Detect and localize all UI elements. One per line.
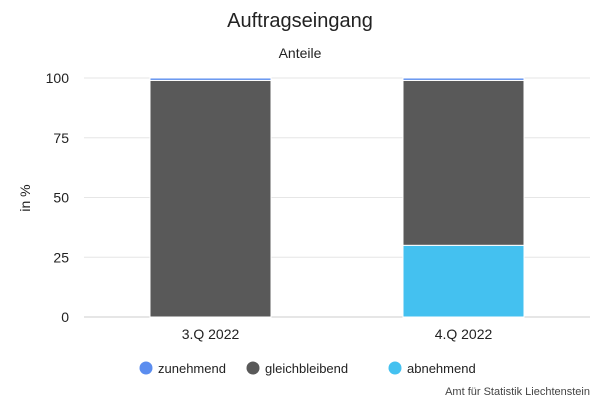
y-tick-label: 75 [53,130,69,146]
x-tick-label: 3.Q 2022 [182,326,240,342]
legend-label: gleichbleibend [265,361,348,376]
bars [149,77,525,318]
legend-label: zunehmend [158,361,226,376]
credit-text: Amt für Statistik Liechtenstein [445,386,590,398]
chart-subtitle: Anteile [279,45,322,61]
y-tick-label: 25 [53,249,69,265]
bar-abnehmend-2[interactable] [402,244,525,318]
bar-gleichbleibend-2[interactable] [402,79,525,246]
y-tick-label: 50 [53,190,69,206]
legend-marker [139,361,153,375]
x-tick-label: 4.Q 2022 [435,326,493,342]
bar-zunehmend-2[interactable] [402,77,525,81]
legend-marker [246,361,260,375]
legend-label: abnehmend [407,361,476,376]
legend-item-gleichbleibend[interactable]: gleichbleibend [246,361,349,376]
bar-gleichbleibend-1[interactable] [149,79,272,318]
chart-title: Auftragseingang [227,10,373,32]
legend-marker [388,361,402,375]
y-tick-label: 100 [46,70,70,86]
x-axis-ticks: 3.Q 2022 4.Q 2022 [182,326,493,342]
y-tick-label: 0 [61,309,69,325]
legend: zunehmend gleichbleibend abnehmend [139,361,476,376]
y-axis-ticks: 0 25 50 75 100 [46,70,70,325]
y-axis-title: in % [17,184,33,211]
legend-item-abnehmend[interactable]: abnehmend [388,361,476,376]
legend-item-zunehmend[interactable]: zunehmend [139,361,226,376]
bar-zunehmend-1[interactable] [149,77,272,81]
